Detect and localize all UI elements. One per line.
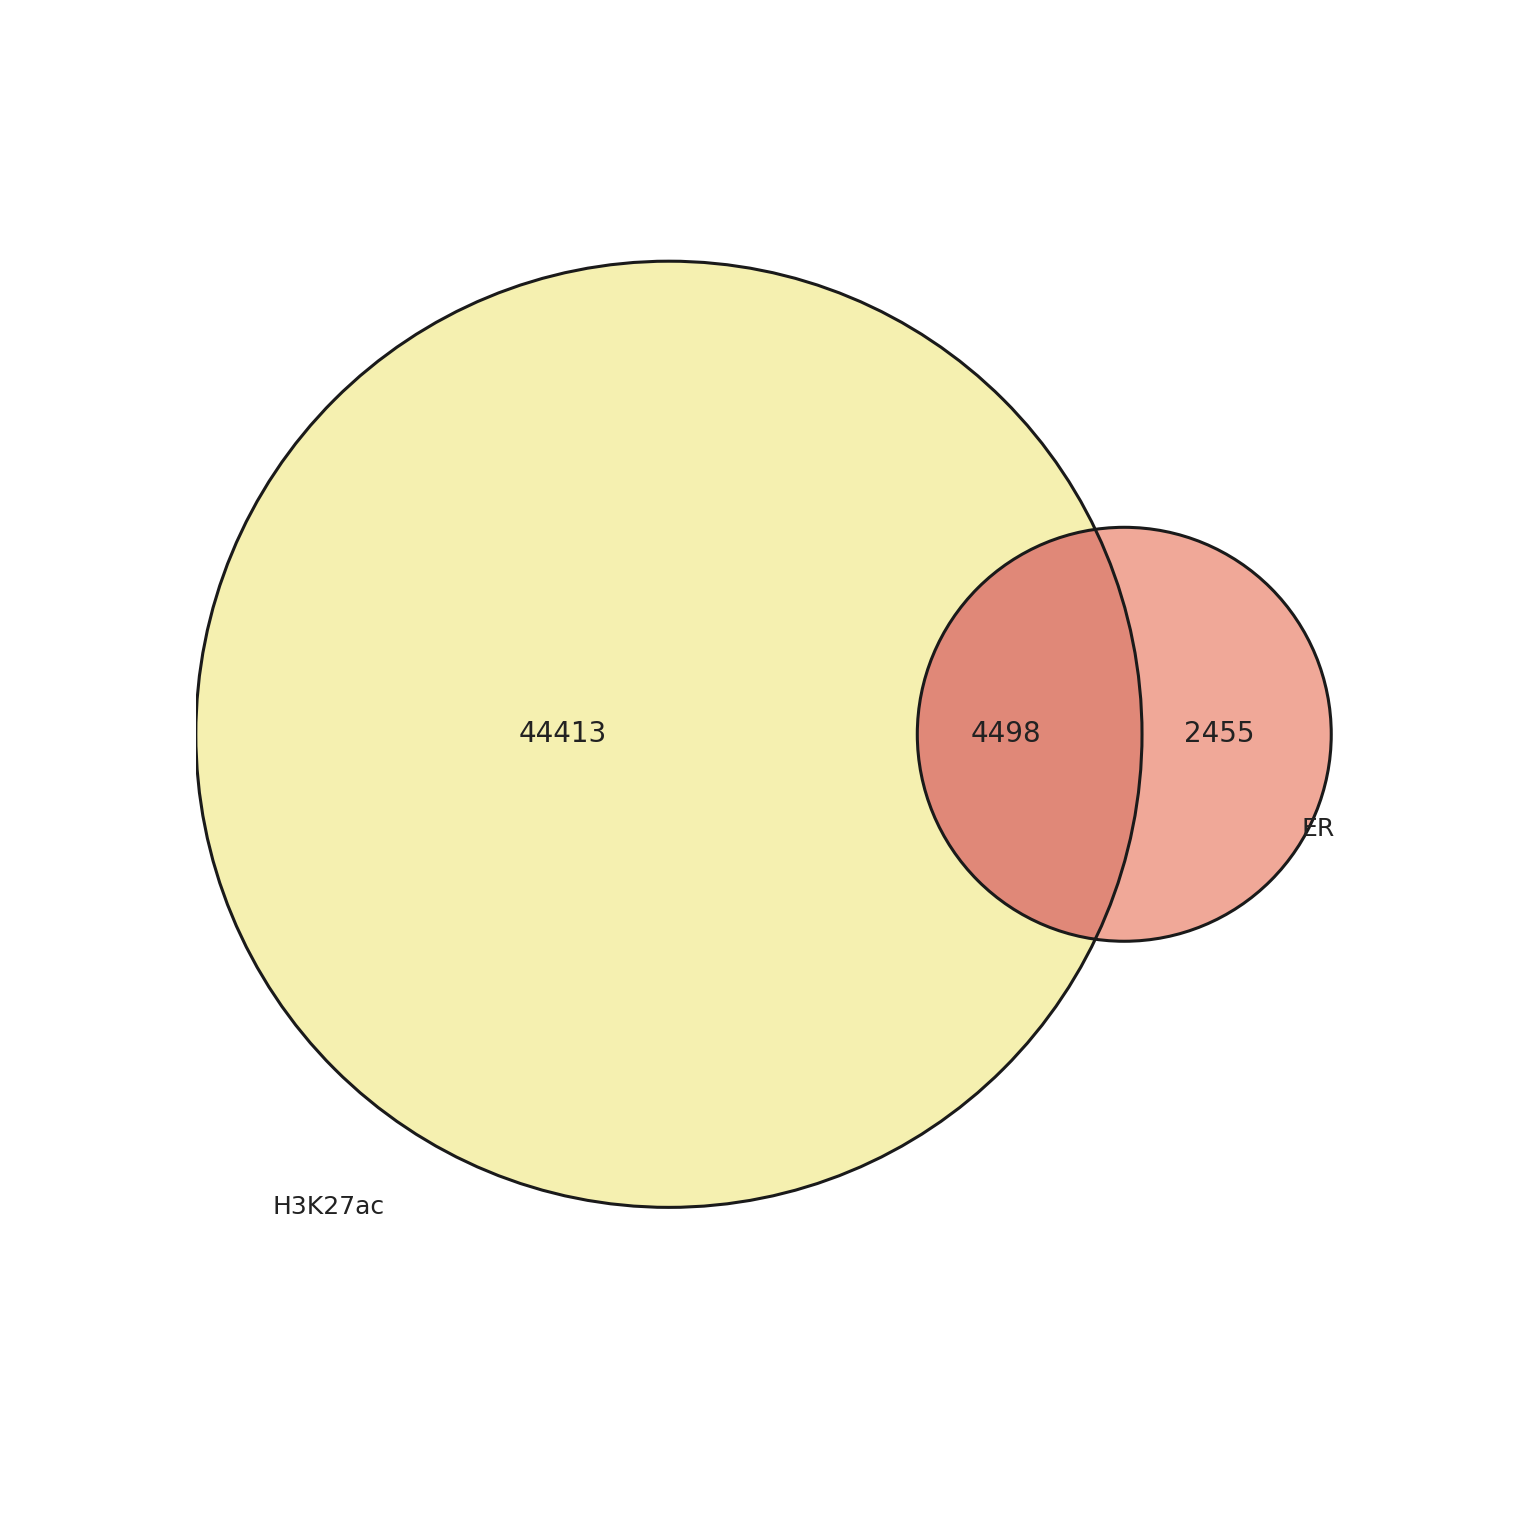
Text: ER: ER (1301, 817, 1335, 840)
Text: 2455: 2455 (1184, 720, 1253, 748)
Circle shape (195, 261, 1143, 1207)
Text: 4498: 4498 (971, 720, 1041, 748)
Circle shape (917, 527, 1332, 942)
Text: H3K27ac: H3K27ac (273, 1195, 386, 1220)
Text: 44413: 44413 (518, 720, 607, 748)
Circle shape (917, 527, 1332, 942)
